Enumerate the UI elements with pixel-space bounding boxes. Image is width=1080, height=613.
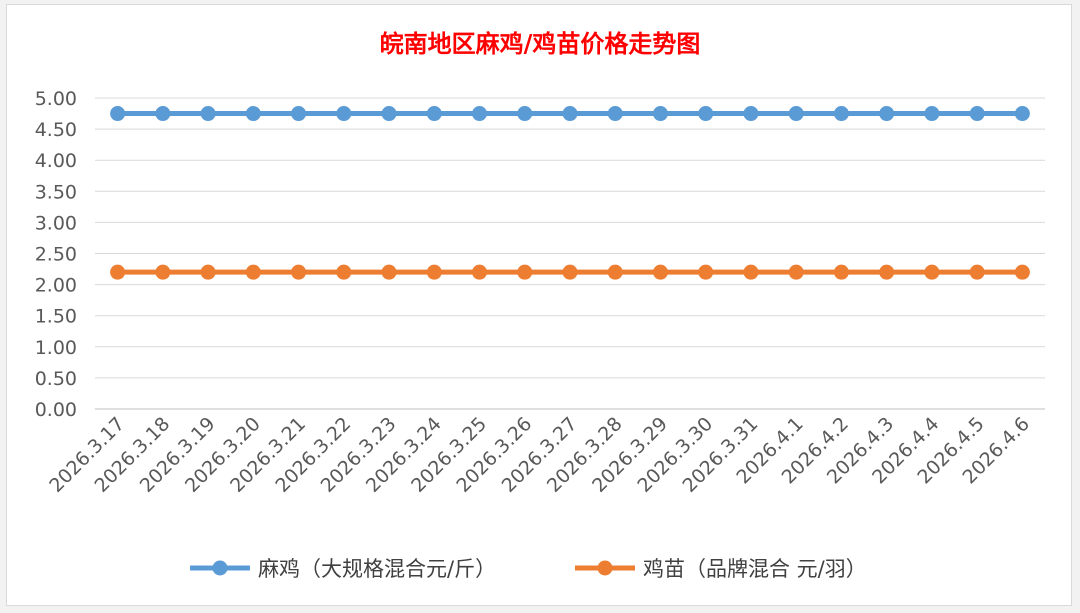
data-point bbox=[200, 106, 216, 122]
series-2 bbox=[110, 264, 1030, 280]
gridlines bbox=[95, 97, 1045, 410]
data-point bbox=[652, 264, 668, 280]
data-point bbox=[110, 264, 126, 280]
data-point bbox=[879, 264, 895, 280]
y-tick-label: 5.00 bbox=[35, 88, 77, 110]
x-axis: 2026.3.172026.3.182026.3.192026.3.202026… bbox=[45, 413, 1034, 497]
y-tick-label: 0.50 bbox=[35, 368, 77, 390]
data-point bbox=[291, 106, 307, 122]
y-tick-label: 1.00 bbox=[35, 337, 77, 359]
data-point bbox=[426, 264, 442, 280]
y-tick-label: 3.00 bbox=[35, 212, 77, 234]
series-lines bbox=[110, 106, 1030, 280]
chart-frame bbox=[6, 4, 1072, 606]
data-point bbox=[833, 264, 849, 280]
data-point bbox=[472, 106, 488, 122]
legend-item: 鸡苗（品牌混合 元/羽） bbox=[575, 557, 867, 581]
series-1 bbox=[110, 106, 1030, 122]
y-tick-label: 3.50 bbox=[35, 181, 77, 203]
data-point bbox=[336, 264, 352, 280]
chart-title: 皖南地区麻鸡/鸡苗价格走势图 bbox=[380, 29, 701, 58]
legend-label: 麻鸡（大规格混合元/斤） bbox=[258, 557, 496, 581]
data-point bbox=[833, 106, 849, 122]
data-point bbox=[562, 106, 578, 122]
data-point bbox=[788, 106, 804, 122]
data-point bbox=[1014, 264, 1030, 280]
legend-marker bbox=[597, 560, 613, 576]
data-point bbox=[969, 264, 985, 280]
data-point bbox=[924, 106, 940, 122]
data-point bbox=[652, 106, 668, 122]
y-tick-label: 1.50 bbox=[35, 306, 77, 328]
data-point bbox=[426, 106, 442, 122]
y-tick-label: 2.50 bbox=[35, 244, 77, 266]
y-tick-label: 4.50 bbox=[35, 119, 77, 141]
data-point bbox=[698, 264, 714, 280]
data-point bbox=[245, 106, 261, 122]
legend-marker bbox=[212, 560, 228, 576]
data-point bbox=[698, 106, 714, 122]
data-point bbox=[517, 106, 533, 122]
data-point bbox=[517, 264, 533, 280]
data-point bbox=[743, 106, 759, 122]
data-point bbox=[924, 264, 940, 280]
data-point bbox=[200, 264, 216, 280]
data-point bbox=[472, 264, 488, 280]
data-point bbox=[245, 264, 261, 280]
data-point bbox=[607, 106, 623, 122]
data-point bbox=[155, 106, 171, 122]
data-point bbox=[562, 264, 578, 280]
y-tick-label: 2.00 bbox=[35, 275, 77, 297]
y-axis: 0.00 0.50 1.00 1.50 2.00 2.50 3.00 3.50 4.00 4.50… bbox=[35, 88, 77, 421]
data-point bbox=[743, 264, 759, 280]
data-point bbox=[607, 264, 623, 280]
data-point bbox=[788, 264, 804, 280]
data-point bbox=[291, 264, 307, 280]
data-point bbox=[155, 264, 171, 280]
data-point bbox=[336, 106, 352, 122]
y-tick-label: 4.00 bbox=[35, 150, 77, 172]
legend-item: 麻鸡（大规格混合元/斤） bbox=[190, 557, 496, 581]
data-point bbox=[110, 106, 126, 122]
data-point bbox=[969, 106, 985, 122]
legend-label: 鸡苗（品牌混合 元/羽） bbox=[643, 557, 867, 581]
legend: 麻鸡（大规格混合元/斤） 鸡苗（品牌混合 元/羽） bbox=[190, 557, 867, 581]
data-point bbox=[1014, 106, 1030, 122]
y-tick-label: 0.00 bbox=[35, 399, 77, 421]
data-point bbox=[879, 106, 895, 122]
data-point bbox=[381, 106, 397, 122]
data-point bbox=[381, 264, 397, 280]
